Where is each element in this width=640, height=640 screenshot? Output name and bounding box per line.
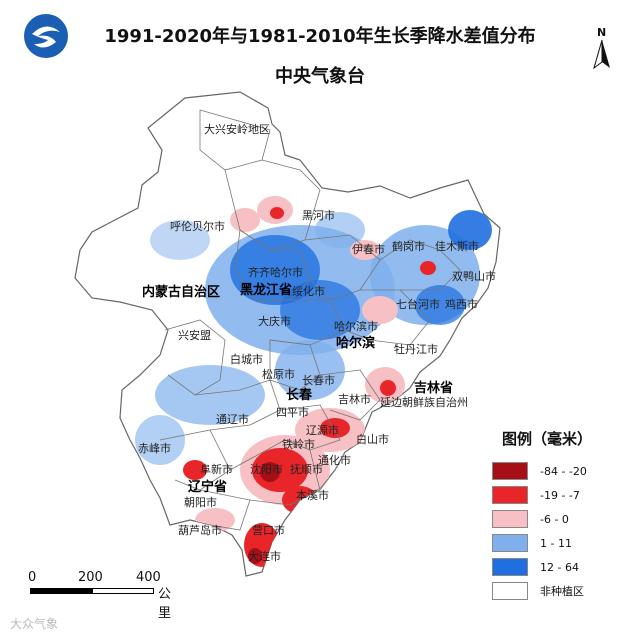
scale-unit: 公里 xyxy=(158,587,172,621)
legend-item: 非种植区 xyxy=(492,579,632,603)
label-suihua: 绥化市 xyxy=(292,285,325,298)
label-haerbin: 哈尔滨 xyxy=(336,336,376,351)
label-changchun-city: 长春市 xyxy=(302,374,335,387)
map-legend: 图例（毫米） -84 - -20 -19 - -7 -6 - 0 1 - 11 12 -… xyxy=(492,428,632,603)
map-title: 1991-2020年与1981-2010年生长季降水差值分布 xyxy=(104,26,536,47)
watermark: 大众气象 xyxy=(10,617,59,631)
scale-tick-0: 0 xyxy=(28,570,37,585)
label-shenyang: 沈阳市 xyxy=(250,463,283,476)
label-jilin-province: 吉林省 xyxy=(414,381,454,396)
legend-swatch xyxy=(492,510,528,528)
legend-label: 1 - 11 xyxy=(540,536,572,550)
label-qiqihaer: 齐齐哈尔市 xyxy=(248,266,303,279)
legend-swatch xyxy=(492,534,528,552)
label-dalian: 大连市 xyxy=(248,550,281,563)
legend-item: 12 - 64 xyxy=(492,555,632,579)
legend-label: -19 - -7 xyxy=(540,488,580,502)
label-huludao: 葫芦岛市 xyxy=(178,524,222,537)
scale-segment-1 xyxy=(30,588,92,594)
legend-label: -84 - -20 xyxy=(540,464,587,478)
label-chifeng: 赤峰市 xyxy=(138,442,171,455)
label-daqing: 大庆市 xyxy=(258,315,291,328)
label-daxinganling: 大兴安岭地区 xyxy=(204,123,270,136)
label-neimenggu: 内蒙古自治区 xyxy=(142,285,221,300)
label-jixi: 鸡西市 xyxy=(445,298,478,311)
label-hegang: 鹤岗市 xyxy=(392,240,425,253)
legend-label: 非种植区 xyxy=(540,585,584,598)
label-jiamusi: 佳木斯市 xyxy=(435,240,479,253)
legend-swatch xyxy=(492,462,528,480)
map-subtitle: 中央气象台 xyxy=(275,66,365,87)
legend-item: 1 - 11 xyxy=(492,531,632,555)
label-hulunbeier: 呼伦贝尔市 xyxy=(170,220,225,233)
label-tonghua: 通化市 xyxy=(318,454,351,467)
label-siping: 四平市 xyxy=(276,406,309,419)
label-chaoyang: 朝阳市 xyxy=(184,496,217,509)
legend-item: -6 - 0 xyxy=(492,507,632,531)
legend-label: -6 - 0 xyxy=(540,512,569,526)
scale-tick-400: 400 xyxy=(136,570,161,585)
legend-item: -19 - -7 xyxy=(492,483,632,507)
legend-title: 图例（毫米） xyxy=(502,430,593,448)
label-tieling: 铁岭市 xyxy=(282,438,315,451)
label-changchun: 长春 xyxy=(286,388,313,403)
label-jilin-city: 吉林市 xyxy=(338,393,371,406)
label-liaoning: 辽宁省 xyxy=(188,480,228,495)
scale-tick-200: 200 xyxy=(78,570,103,585)
admin-boundaries xyxy=(159,109,461,531)
cma-logo-icon xyxy=(24,14,68,58)
north-label: N xyxy=(597,26,607,39)
label-songyuan: 松原市 xyxy=(262,368,295,381)
label-yichun: 伊春市 xyxy=(352,243,385,256)
label-baicheng: 白城市 xyxy=(230,353,263,366)
label-haerbin-city: 哈尔滨市 xyxy=(334,320,378,333)
label-yingkou: 营口市 xyxy=(252,524,285,537)
label-liaoyuan: 辽源市 xyxy=(306,424,339,437)
label-heihe: 黑河市 xyxy=(302,209,335,222)
legend-item: -84 - -20 xyxy=(492,459,632,483)
label-tongliao: 通辽市 xyxy=(216,413,249,426)
legend-label: 12 - 64 xyxy=(540,560,579,574)
label-baishan: 白山市 xyxy=(356,433,389,446)
label-mudanjiang: 牡丹江市 xyxy=(394,343,438,356)
legend-swatch xyxy=(492,486,528,504)
label-shuangyashan: 双鸭山市 xyxy=(452,270,496,283)
legend-swatch xyxy=(492,558,528,576)
label-heilongjiang: 黑龙江省 xyxy=(240,283,293,298)
scale-segment-2 xyxy=(92,588,154,594)
label-benxi: 本溪市 xyxy=(296,489,329,502)
legend-swatch xyxy=(492,582,528,600)
legend-items: -84 - -20 -19 - -7 -6 - 0 1 - 11 12 - 64 非种植区 xyxy=(492,459,632,603)
label-yanbian: 延边朝鲜族自治州 xyxy=(380,396,468,409)
label-fuxin: 阜新市 xyxy=(200,463,233,476)
label-qitaihe: 七台河市 xyxy=(396,298,440,311)
label-fushun: 抚顺市 xyxy=(290,463,323,476)
north-arrow-icon xyxy=(593,39,610,70)
label-xinganmeng: 兴安盟 xyxy=(178,329,211,342)
